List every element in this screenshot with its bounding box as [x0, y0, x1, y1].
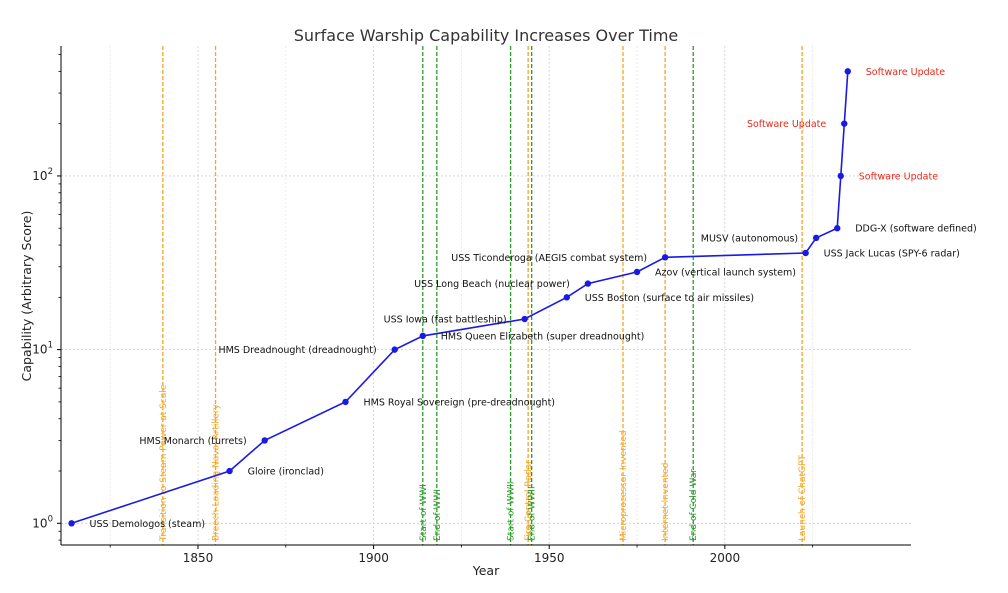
- x-tick-label: 1900: [358, 551, 389, 565]
- data-point-label: HMS Monarch (turrets): [139, 436, 246, 447]
- x-axis-label: Year: [472, 563, 500, 578]
- event-label: End of WWI: [433, 489, 443, 541]
- x-tick-label: 1950: [534, 551, 565, 565]
- grid: [61, 46, 911, 545]
- event-label: End of Cold War: [689, 469, 699, 541]
- data-point: [837, 172, 844, 180]
- event-label: Transition to Steam Power at Scale: [159, 384, 169, 542]
- axes: 1850 1900 1950 2000 100 101 102: [32, 46, 911, 565]
- data-point: [563, 294, 570, 301]
- data-point-label: MUSV (autonomous): [701, 233, 798, 244]
- y-tick-label: 100: [32, 514, 53, 530]
- event-label: End of WWII: [528, 486, 538, 541]
- data-point: [841, 120, 848, 127]
- data-point: [521, 315, 528, 323]
- event-label: Launch of ChatGPT: [798, 455, 808, 541]
- point-labels: USS Demologos (steam) Gloire (ironclad) HM…: [90, 67, 977, 530]
- software-update-label: Software Update: [866, 67, 945, 78]
- data-point-label: USS Jack Lucas (SPY-6 radar): [824, 249, 960, 260]
- chart-title: Surface Warship Capability Increases Ove…: [294, 26, 679, 45]
- data-point: [661, 254, 669, 261]
- data-point: [261, 437, 268, 444]
- data-point: [226, 467, 233, 475]
- data-point: [391, 346, 398, 353]
- data-point: [633, 268, 641, 276]
- data-point-label: Gloire (ironclad): [248, 467, 324, 478]
- data-point: [68, 520, 75, 527]
- software-update-label: Software Update: [859, 171, 938, 182]
- data-point-label: HMS Queen Elizabeth (super dreadnought): [441, 331, 645, 342]
- y-tick-label: 101: [32, 341, 53, 357]
- x-tick-label: 1850: [183, 551, 214, 565]
- data-point: [812, 234, 820, 242]
- data-point-label: USS Iowa (fast battleship): [384, 315, 507, 326]
- data-point: [802, 249, 809, 257]
- software-update-label: Software Update: [747, 119, 826, 130]
- event-label: Start of WWI: [419, 484, 429, 541]
- data-point: [834, 225, 841, 232]
- event-lines: Transition to Steam Power at Scale Breech…: [159, 46, 808, 545]
- event-label: Start of WWII: [507, 482, 517, 542]
- event-label: Internet Invented: [661, 463, 671, 541]
- event-label: Breech-Loading Naval Artillery: [212, 403, 222, 541]
- data-point: [342, 398, 349, 406]
- x-tick-label: 2000: [710, 551, 741, 565]
- data-point-label: USS Boston (surface to air missiles): [585, 293, 754, 304]
- data-point-label: HMS Royal Sovereign (pre-dreadnought): [364, 397, 556, 408]
- data-point-label: USS Long Beach (nuclear power): [414, 279, 570, 290]
- y-tick-label: 102: [32, 167, 53, 183]
- data-points: [68, 68, 851, 527]
- data-point: [419, 332, 426, 340]
- data-point-label: Azov (vertical launch system): [655, 267, 796, 278]
- event-label: Microprocessor Invented: [619, 430, 629, 541]
- event-label: Fire Control Radar: [524, 460, 534, 541]
- data-point-label: USS Ticonderoga (AEGIS combat system): [451, 253, 647, 264]
- y-axis-label: Capability (Arbitrary Score): [19, 211, 34, 382]
- data-point: [584, 280, 592, 287]
- data-point-label: DDG-X (software defined): [855, 224, 976, 235]
- data-point-label: USS Demologos (steam): [90, 519, 206, 530]
- data-point-label: HMS Dreadnought (dreadnought): [218, 345, 376, 356]
- data-point: [844, 68, 851, 75]
